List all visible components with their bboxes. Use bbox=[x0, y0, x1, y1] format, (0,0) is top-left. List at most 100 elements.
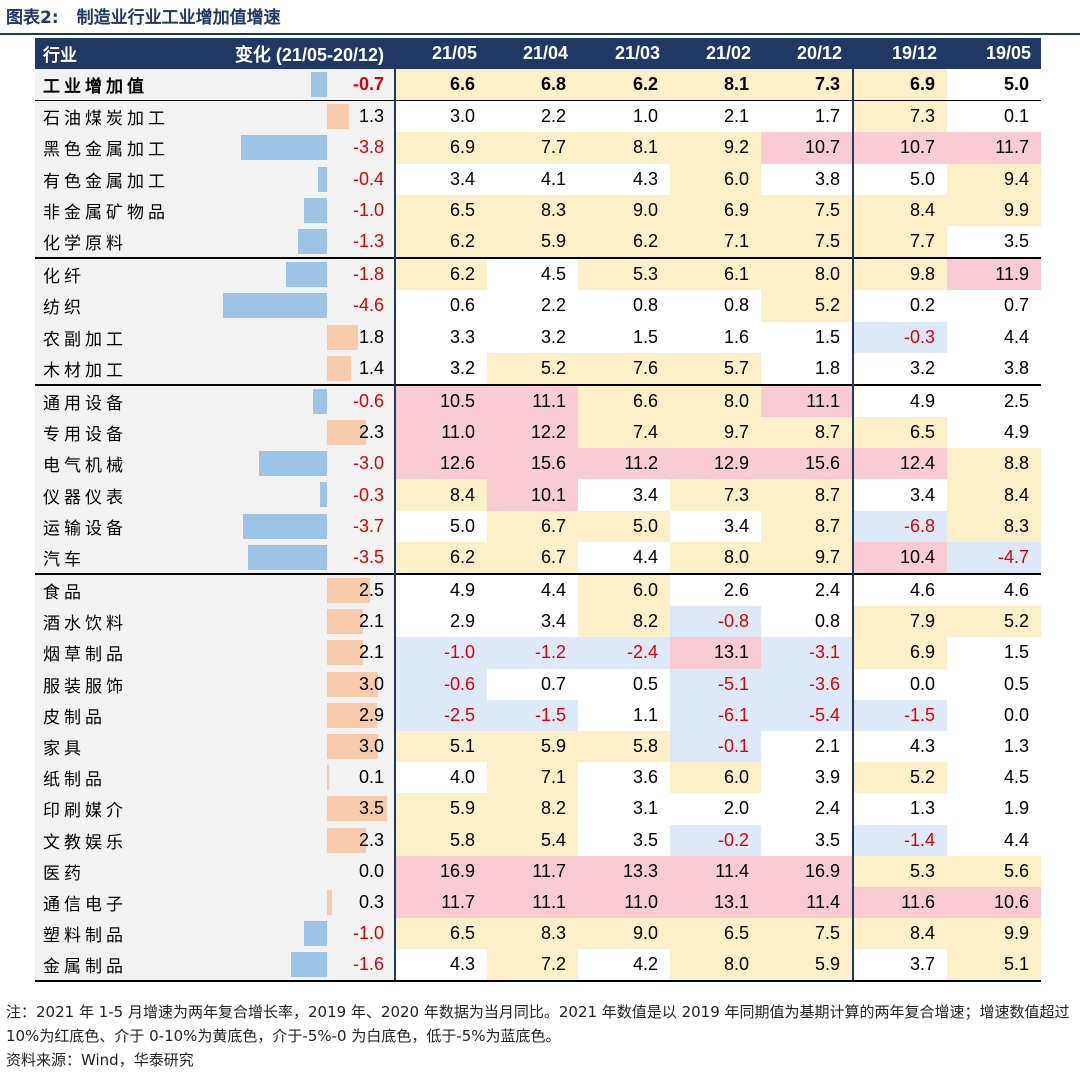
value-cell: 3.4 bbox=[395, 163, 487, 195]
change-bar-positive bbox=[327, 827, 367, 853]
change-value: 2.3 bbox=[358, 829, 384, 850]
figure-label: 图表2: bbox=[6, 8, 59, 28]
change-value: -1.0 bbox=[352, 923, 384, 944]
table-row: 化学原料 -1.3 6.2 5.9 6.2 7.1 7.5 7.7 3.5 bbox=[35, 225, 1041, 259]
value-cell: 11.1 bbox=[487, 886, 578, 919]
value-cell: 0.2 bbox=[852, 290, 947, 322]
value-cell: 1.8 bbox=[761, 352, 853, 385]
industry-name: 化纤 bbox=[35, 257, 220, 291]
value-cell: 5.4 bbox=[487, 824, 578, 856]
value-cell: 4.9 bbox=[947, 417, 1041, 449]
table-row: 通用设备 -0.6 10.5 11.1 6.6 8.0 11.1 4.9 2.5 bbox=[35, 383, 1041, 418]
change-bar-positive bbox=[327, 889, 333, 915]
value-cell: 11.1 bbox=[487, 383, 578, 418]
value-cell: 10.7 bbox=[761, 132, 853, 164]
table-row: 通信电子 0.3 11.7 11.1 11.0 13.1 11.4 11.6 10.6 bbox=[35, 886, 1041, 919]
value-cell: 3.2 bbox=[852, 352, 947, 385]
industry-name: 工业增加值 bbox=[35, 69, 220, 102]
value-cell: 11.4 bbox=[670, 855, 761, 887]
value-cell: 8.3 bbox=[947, 510, 1041, 542]
change-bar-negative bbox=[286, 262, 327, 288]
value-cell: 1.3 bbox=[852, 793, 947, 825]
value-cell: 7.1 bbox=[487, 762, 578, 794]
value-cell: 6.9 bbox=[395, 132, 487, 164]
value-cell: -1.4 bbox=[852, 824, 947, 856]
value-cell: 6.7 bbox=[487, 541, 578, 574]
change-value: -0.3 bbox=[352, 484, 384, 505]
figure-title: 图表2: 制造业行业工业增加值增速 bbox=[6, 4, 281, 32]
change-value: 3.5 bbox=[358, 798, 384, 819]
value-cell: 4.9 bbox=[395, 572, 487, 607]
value-cell: 5.6 bbox=[947, 855, 1041, 887]
growth-table: 行业 变化 (21/05-20/12) 21/05 21/04 21/03 21… bbox=[35, 38, 1041, 983]
change-value: 1.8 bbox=[358, 326, 384, 347]
title-rule bbox=[0, 33, 1080, 35]
value-cell: 10.5 bbox=[395, 383, 487, 418]
value-cell: 4.3 bbox=[578, 163, 670, 195]
value-cell: 7.7 bbox=[852, 225, 947, 259]
table-row: 金属制品 -1.6 4.3 7.2 4.2 8.0 5.9 3.7 5.1 bbox=[35, 949, 1041, 983]
header-row: 行业 变化 (21/05-20/12) 21/05 21/04 21/03 21… bbox=[35, 38, 1041, 69]
value-cell: 3.5 bbox=[578, 824, 670, 856]
change-cell: 1.3 bbox=[220, 100, 396, 133]
value-cell: -1.2 bbox=[487, 637, 578, 669]
value-cell: 8.4 bbox=[395, 479, 487, 511]
value-cell: 2.6 bbox=[670, 572, 761, 607]
industry-name: 印刷媒介 bbox=[35, 793, 220, 825]
value-cell: 4.4 bbox=[578, 541, 670, 574]
value-cell: -0.6 bbox=[395, 668, 487, 700]
change-cell: -1.8 bbox=[220, 257, 396, 291]
change-value: -1.0 bbox=[352, 199, 384, 220]
value-cell: 7.9 bbox=[852, 606, 947, 638]
value-cell: 5.0 bbox=[947, 69, 1041, 102]
change-cell: 1.4 bbox=[220, 352, 396, 385]
value-cell: 4.5 bbox=[487, 257, 578, 291]
value-cell: 4.2 bbox=[578, 949, 670, 983]
table-row: 电气机械 -3.0 12.6 15.6 11.2 12.9 15.6 12.4 8.8 bbox=[35, 448, 1041, 480]
value-cell: 5.0 bbox=[578, 510, 670, 542]
value-cell: 5.8 bbox=[395, 824, 487, 856]
change-value: -1.8 bbox=[352, 264, 384, 285]
value-cell: 1.1 bbox=[578, 699, 670, 731]
change-cell: 2.9 bbox=[220, 699, 396, 731]
change-value: 3.0 bbox=[358, 673, 384, 694]
industry-name: 石油煤炭加工 bbox=[35, 100, 220, 133]
change-value: -3.7 bbox=[352, 515, 384, 536]
value-cell: 3.7 bbox=[852, 949, 947, 983]
value-cell: 3.8 bbox=[761, 163, 853, 195]
change-cell: -0.6 bbox=[220, 383, 396, 418]
value-cell: -0.2 bbox=[670, 824, 761, 856]
value-cell: -0.1 bbox=[670, 730, 761, 763]
value-cell: 6.2 bbox=[578, 69, 670, 102]
value-cell: 9.8 bbox=[852, 257, 947, 291]
industry-name: 化学原料 bbox=[35, 225, 220, 259]
value-cell: 7.5 bbox=[761, 918, 853, 950]
change-cell: -1.6 bbox=[220, 949, 396, 983]
value-cell: 8.7 bbox=[761, 510, 853, 542]
change-value: -3.0 bbox=[352, 453, 384, 474]
industry-name: 农副加工 bbox=[35, 321, 220, 353]
value-cell: 6.9 bbox=[852, 637, 947, 669]
value-cell: 8.0 bbox=[670, 541, 761, 574]
change-bar-negative bbox=[290, 952, 327, 978]
change-cell: -0.3 bbox=[220, 479, 396, 511]
value-cell: 7.1 bbox=[670, 225, 761, 259]
value-cell: 9.0 bbox=[578, 194, 670, 226]
change-cell: 2.3 bbox=[220, 824, 396, 856]
value-cell: 4.6 bbox=[852, 572, 947, 607]
value-cell: 6.8 bbox=[487, 69, 578, 102]
industry-name: 食品 bbox=[35, 572, 220, 607]
change-value: -4.6 bbox=[352, 295, 384, 316]
table-row: 有色金属加工 -0.4 3.4 4.1 4.3 6.0 3.8 5.0 9.4 bbox=[35, 163, 1041, 195]
value-cell: 9.2 bbox=[670, 132, 761, 164]
change-value: 2.9 bbox=[358, 704, 384, 725]
change-bar-positive bbox=[327, 733, 379, 759]
change-cell: -0.7 bbox=[220, 69, 396, 102]
value-cell: 11.7 bbox=[947, 132, 1041, 164]
value-cell: 0.1 bbox=[947, 100, 1041, 133]
value-cell: 6.0 bbox=[670, 163, 761, 195]
value-cell: 5.0 bbox=[852, 163, 947, 195]
value-cell: -6.1 bbox=[670, 699, 761, 731]
industry-name: 有色金属加工 bbox=[35, 163, 220, 195]
change-cell: 2.3 bbox=[220, 417, 396, 449]
